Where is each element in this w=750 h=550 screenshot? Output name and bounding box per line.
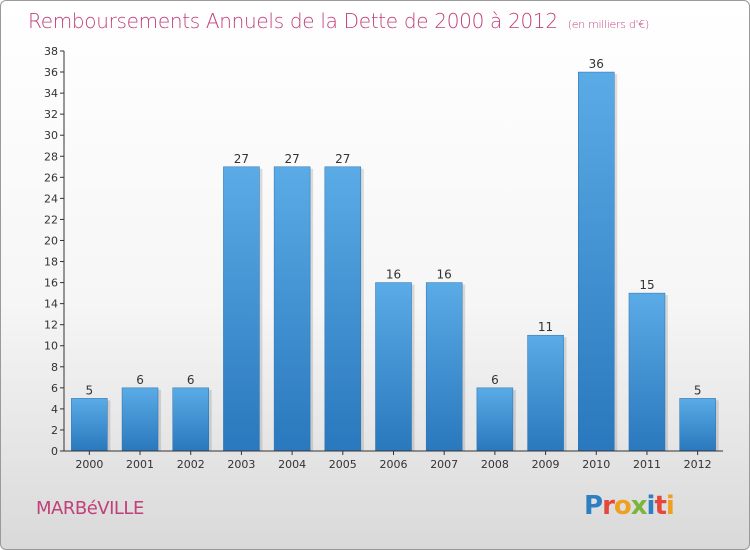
y-tick-label: 30 <box>44 129 58 142</box>
proxiti-logo: Proxiti <box>584 491 675 521</box>
x-tick-label: 2009 <box>532 458 560 471</box>
x-tick-label: 2008 <box>481 458 509 471</box>
y-tick-label: 8 <box>51 361 58 374</box>
bar-2004 <box>273 166 311 452</box>
x-tick-label: 2004 <box>278 458 306 471</box>
x-tick-label: 2001 <box>126 458 154 471</box>
x-tick-label: 2012 <box>684 458 712 471</box>
y-tick-label: 0 <box>51 445 58 458</box>
bar-value-label: 11 <box>538 320 553 334</box>
x-tick-label: 2007 <box>430 458 458 471</box>
bar-value-label: 36 <box>589 57 604 71</box>
logo-letter: r <box>602 491 615 521</box>
y-tick-label: 28 <box>44 150 58 163</box>
bar-2010 <box>578 71 615 452</box>
bar-2000 <box>71 398 108 452</box>
x-tick-label: 2005 <box>329 458 357 471</box>
x-tick-label: 2006 <box>380 458 408 471</box>
bar-value-label: 15 <box>639 278 654 292</box>
y-tick-label: 18 <box>44 256 58 269</box>
bar-value-label: 6 <box>491 373 499 387</box>
y-tick-label: 26 <box>44 171 58 184</box>
bar-value-label: 27 <box>335 152 350 166</box>
y-tick-label: 14 <box>44 298 58 311</box>
logo-letter: t <box>654 491 666 521</box>
y-tick-label: 36 <box>44 66 58 79</box>
y-tick-label: 32 <box>44 108 58 121</box>
x-tick-label: 2010 <box>582 458 610 471</box>
chart-title-text: Remboursements Annuels de la Dette de 20… <box>28 9 558 33</box>
bar-value-label: 5 <box>694 383 702 397</box>
bar-value-label: 6 <box>136 373 144 387</box>
x-tick-label: 2002 <box>177 458 205 471</box>
y-tick-label: 38 <box>44 45 58 58</box>
y-tick-label: 6 <box>51 382 58 395</box>
bar-value-label: 16 <box>437 268 452 282</box>
bar-2008 <box>476 387 514 452</box>
y-tick-label: 16 <box>44 277 58 290</box>
x-tick-label: 2000 <box>75 458 103 471</box>
bar-value-label: 5 <box>86 383 94 397</box>
bar-2005 <box>324 166 362 452</box>
logo-letter: i <box>665 491 675 521</box>
y-tick-label: 4 <box>51 403 58 416</box>
y-tick-label: 22 <box>44 213 58 226</box>
x-tick-label: 2011 <box>633 458 661 471</box>
x-tick-label: 2003 <box>227 458 255 471</box>
bar-value-label: 27 <box>234 152 249 166</box>
logo-letter: o <box>613 491 632 521</box>
y-tick-label: 12 <box>44 319 58 332</box>
bar-value-label: 6 <box>187 373 195 387</box>
y-tick-label: 34 <box>44 87 58 100</box>
logo-letter: x <box>630 491 648 521</box>
y-tick-label: 10 <box>44 340 58 353</box>
commune-name: MARBéVILLE <box>36 498 144 519</box>
bar-2011 <box>628 292 666 452</box>
y-tick-label: 24 <box>44 192 58 205</box>
bar-2002 <box>172 387 209 452</box>
chart-title: Remboursements Annuels de la Dette de 20… <box>28 9 649 33</box>
logo-letter: P <box>584 491 603 521</box>
bar-2009 <box>527 334 564 452</box>
y-tick-label: 20 <box>44 234 58 247</box>
logo-letter: i <box>646 491 656 521</box>
bar-2001 <box>121 387 159 452</box>
bar-2003 <box>223 166 260 452</box>
y-tick-label: 2 <box>51 424 58 437</box>
bar-2012 <box>679 398 716 452</box>
x-axis: 2000 2001 2002 2003 2004 2005 2006 2007 2008 2009… <box>64 450 723 471</box>
bar-2007 <box>425 282 463 452</box>
bars: 5 6 6 27 27 27 16 16 6 11 36 15 5 <box>71 57 719 452</box>
bar-value-label: 16 <box>386 268 401 282</box>
bar-value-label: 27 <box>284 152 299 166</box>
bar-2006 <box>375 282 412 452</box>
chart-subtitle: (en milliers d'€) <box>567 18 649 31</box>
